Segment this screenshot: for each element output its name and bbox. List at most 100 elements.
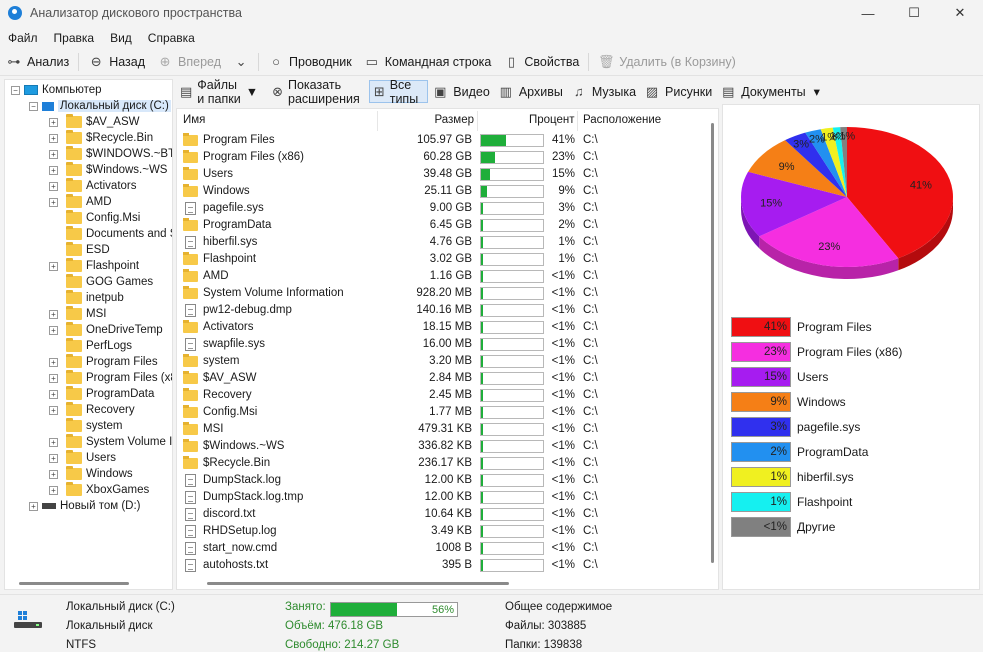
list-row[interactable]: Config.Msi 1.77 MB <1% C:\ [177,404,707,421]
expand-icon[interactable]: + [49,389,58,399]
minimize-button[interactable]: — [861,5,875,21]
show-extensions-button[interactable]: ⊗ Показать расширения [272,77,360,106]
tree-item-folder[interactable]: + ProgramData [11,386,172,402]
list-row[interactable]: System Volume Information 928.20 MB <1% C:\ [177,285,707,302]
expand-icon[interactable]: + [49,357,58,367]
tree-item-folder[interactable]: + MSI [11,306,172,322]
pie-slice[interactable] [759,197,899,267]
column-size[interactable]: Размер [434,114,474,126]
tree-item-folder[interactable]: system [11,418,172,434]
pie-slice[interactable] [832,127,847,197]
tree-item-folder[interactable]: + Users [11,450,172,466]
menu-view[interactable]: Вид [110,31,132,45]
tree-item-folder[interactable]: + Program Files [11,354,172,370]
documents-filter-button[interactable]: ▤ Документы [722,83,806,99]
list-row[interactable]: Program Files 105.97 GB 41% C:\ [177,132,707,149]
pie-slice[interactable] [840,127,847,197]
list-row[interactable]: pagefile.sys 9.00 GB 3% C:\ [177,200,707,217]
pie-slice[interactable] [748,140,847,197]
pie-slice[interactable] [805,129,847,197]
pie-slice[interactable] [820,127,847,197]
pictures-filter-button[interactable]: ▨ Рисунки [645,83,713,99]
expand-icon[interactable]: + [49,453,58,463]
tree-item-folder[interactable]: GOG Games [11,274,172,290]
list-row[interactable]: Flashpoint 3.02 GB 1% C:\ [177,251,707,268]
tree-scrollbar[interactable] [19,582,129,585]
list-row[interactable]: $Recycle.Bin 236.17 KB <1% C:\ [177,455,707,472]
forward-button[interactable]: ⊕ Вперед [151,50,227,74]
expand-icon[interactable]: + [49,485,58,495]
column-location[interactable]: Расположение [583,114,662,126]
close-button[interactable]: ✕ [954,5,966,20]
tree-item-folder[interactable]: + System Volume In [11,434,172,450]
list-row[interactable]: DumpStack.log.tmp 12.00 KB <1% C:\ [177,489,707,506]
list-row[interactable]: start_now.cmd 1008 B <1% C:\ [177,540,707,557]
expand-icon[interactable]: + [49,373,58,383]
column-percent[interactable]: Процент [529,114,575,126]
tree-item-folder[interactable]: + $Windows.~WS [11,162,172,178]
tree-item-folder[interactable]: + Recovery [11,402,172,418]
list-row[interactable]: Recovery 2.45 MB <1% C:\ [177,387,707,404]
tree-item-disk-d[interactable]: + Новый том (D:) [11,498,172,514]
list-vertical-scrollbar[interactable] [711,123,714,563]
tree-item-folder[interactable]: + AMD [11,194,172,210]
list-row[interactable]: discord.txt 10.64 KB <1% C:\ [177,506,707,523]
list-row[interactable]: swapfile.sys 16.00 MB <1% C:\ [177,336,707,353]
tree-item-folder[interactable]: Config.Msi [11,210,172,226]
list-row[interactable]: AMD 1.16 GB <1% C:\ [177,268,707,285]
files-folders-button[interactable]: ▤ Файлы и папки ▼ [180,77,259,106]
tree-item-folder[interactable]: + OneDriveTemp [11,322,172,338]
tree-item-folder[interactable]: + $WINDOWS.~BT [11,146,172,162]
list-row[interactable]: ProgramData 6.45 GB 2% C:\ [177,217,707,234]
music-filter-button[interactable]: ♫ Музыка [567,80,640,103]
explorer-button[interactable]: ○ Проводник [262,50,358,74]
menu-help[interactable]: Справка [147,31,195,45]
tree-item-folder[interactable]: Documents and Se [11,226,172,242]
list-horizontal-scrollbar[interactable] [207,582,509,585]
expand-icon[interactable]: + [49,405,58,415]
analyze-button[interactable]: ⊶ Анализ [7,53,70,69]
tree-item-folder[interactable]: + $AV_ASW [11,114,172,130]
back-button[interactable]: ⊖ Назад [82,50,151,74]
list-row[interactable]: Users 39.48 GB 15% C:\ [177,166,707,183]
pie-slice[interactable] [741,171,847,237]
tree-item-folder[interactable]: + XboxGames [11,482,172,498]
expand-icon[interactable]: + [49,261,58,271]
delete-button[interactable]: 🗑 Удалить (в Корзину) [598,53,736,69]
tree-item-folder[interactable]: + $Recycle.Bin [11,130,172,146]
column-name[interactable]: Имя [183,114,206,126]
expand-icon[interactable]: + [49,133,58,143]
expand-icon[interactable]: + [29,501,38,511]
more-filters-button[interactable]: ▾ [810,80,824,103]
tree-item-computer[interactable]: − Компьютер [11,82,172,98]
list-row[interactable]: Activators 18.15 MB <1% C:\ [177,319,707,336]
list-row[interactable]: $AV_ASW 2.84 MB <1% C:\ [177,370,707,387]
list-row[interactable]: Program Files (x86) 60.28 GB 23% C:\ [177,149,707,166]
expand-icon[interactable]: + [49,165,58,175]
collapse-icon[interactable]: − [11,85,20,95]
tree-item-folder[interactable]: + Program Files (x8 [11,370,172,386]
tree-item-folder[interactable]: PerfLogs [11,338,172,354]
list-row[interactable]: MSI 479.31 KB <1% C:\ [177,421,707,438]
tree-item-folder[interactable]: + Flashpoint [11,258,172,274]
expand-icon[interactable]: + [49,309,58,319]
collapse-icon[interactable]: − [29,101,38,111]
list-row[interactable]: system 3.20 MB <1% C:\ [177,353,707,370]
pie-slice[interactable] [785,132,847,197]
video-filter-button[interactable]: ▣ Видео [434,83,490,99]
tree-item-folder[interactable]: ESD [11,242,172,258]
tree-item-folder[interactable]: + Activators [11,178,172,194]
expand-icon[interactable]: + [49,149,58,159]
history-dropdown[interactable]: ⌄ [227,50,255,74]
list-row[interactable]: $Windows.~WS 336.82 KB <1% C:\ [177,438,707,455]
tree-item-folder[interactable]: + Windows [11,466,172,482]
expand-icon[interactable]: + [49,469,58,479]
tree-item-disk-c[interactable]: − Локальный диск (C:) [11,98,172,114]
list-row[interactable]: hiberfil.sys 4.76 GB 1% C:\ [177,234,707,251]
menu-file[interactable]: Файл [8,31,38,45]
list-row[interactable]: DumpStack.log 12.00 KB <1% C:\ [177,472,707,489]
expand-icon[interactable]: + [49,197,58,207]
all-types-button[interactable]: ⊞ Все типы [368,78,429,106]
maximize-button[interactable]: ☐ [908,5,920,20]
list-row[interactable]: autohosts.txt 395 B <1% C:\ [177,557,707,574]
